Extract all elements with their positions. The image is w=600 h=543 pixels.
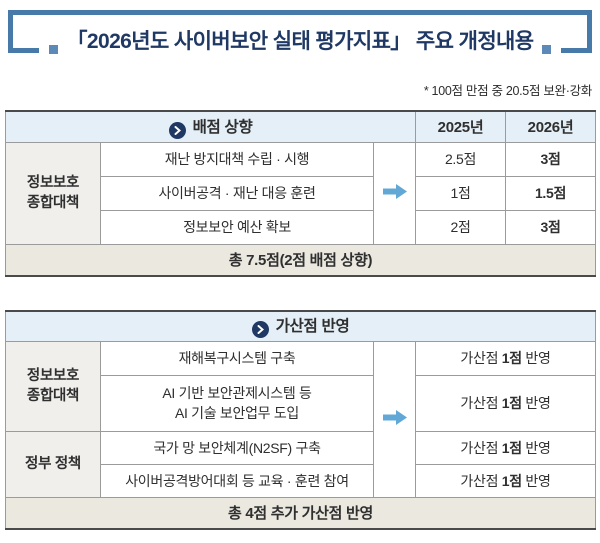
table-footer-summary: 총 7.5점(2점 배점 상향) xyxy=(4,243,597,277)
score-2026-cell: 1.5점 xyxy=(505,175,597,211)
allocation-summary-row: 총 7.5점(2점 배점 상향) xyxy=(4,243,597,277)
bonus-post: 반영 xyxy=(525,350,551,366)
page-title: 「2026년도 사이버보안 실태 평가지표」 주요 개정내용 xyxy=(66,30,535,53)
section-title: 배점 상향 xyxy=(192,118,253,136)
bonus-points: 1점 xyxy=(501,395,522,411)
table-row: 정부 정책 국가 망 보안체계(N2SF) 구축 가산점 1점 반영 xyxy=(5,430,596,498)
table-row: 사이버공격방어대회 등 교육 · 훈련 참여 가산점 1점 반영 xyxy=(6,463,596,498)
title-accent-square-left-icon xyxy=(48,45,58,54)
bonus-pre: 가산점 xyxy=(460,472,499,489)
title-accent-square-right-icon xyxy=(542,45,552,54)
bonus-pre: 가산점 xyxy=(460,350,499,366)
table-row: 정보보호 종합대책 재해복구시스템 구축 가산점 1점 반영 xyxy=(5,340,596,498)
item-cell: 정보보안 예산 확보 xyxy=(100,209,374,245)
bonus-summary-row: 총 4점 추가 가산점 반영 xyxy=(5,496,596,530)
allocation-table: 배점 상향 2025년 2026년 정보보호 종합대책 재난 방지대책 수립 ·… xyxy=(4,110,597,277)
bonus-pre: 가산점 xyxy=(460,395,499,411)
right-arrow-icon xyxy=(373,340,416,498)
year-column-2026: 2026년 xyxy=(505,110,597,143)
chevron-circle-icon xyxy=(251,321,269,339)
category-cell: 정보보호 종합대책 xyxy=(5,340,101,432)
bonus-table: 가산점 반영 정보보호 종합대책 재해복구시스템 구축 가산점 1점 반영 AI… xyxy=(5,310,596,530)
table-row: AI 기반 보안관제시스템 등 AI 기술 보안업무 도입 가산점 1점 반영 xyxy=(6,374,596,432)
bonus-post: 반영 xyxy=(525,439,551,456)
table-footer-summary: 총 4점 추가 가산점 반영 xyxy=(5,496,596,530)
bonus-cell: 가산점 1점 반영 xyxy=(415,463,596,498)
category-cell: 정보보호 종합대책 xyxy=(5,141,101,245)
score-2025-cell: 2점 xyxy=(415,209,507,245)
item-cell: 재해복구시스템 구축 xyxy=(100,340,374,376)
bonus-points: 1점 xyxy=(501,350,522,366)
chevron-circle-icon xyxy=(168,121,186,139)
title-line: 「2026년도 사이버보안 실태 평가지표」 주요 개정내용 xyxy=(0,27,600,57)
year-column-2025: 2025년 xyxy=(415,110,507,143)
bonus-pre: 가산점 xyxy=(460,439,499,456)
item-cell: 사이버공격방어대회 등 교육 · 훈련 참여 xyxy=(100,463,374,498)
bonus-cell: 가산점 1점 반영 xyxy=(415,340,596,376)
bonus-points: 1점 xyxy=(501,472,522,489)
item-cell: 재난 방지대책 수립 · 시행 xyxy=(100,141,374,177)
score-2025-cell: 1점 xyxy=(415,175,507,211)
score-2026-cell: 3점 xyxy=(505,141,597,177)
bonus-header-row: 가산점 반영 xyxy=(5,310,596,342)
category-cell: 정부 정책 xyxy=(5,430,101,498)
footnote: * 100점 만점 중 20.5점 보완·강화 xyxy=(423,84,592,98)
table-row: 정보보호 종합대책 재난 방지대책 수립 · 시행 2.5점 3점 xyxy=(5,141,597,245)
table-row: 정보보안 예산 확보 2점 3점 xyxy=(6,209,597,245)
section-title: 가산점 반영 xyxy=(275,318,350,336)
bonus-cell: 가산점 1점 반영 xyxy=(415,430,596,465)
item-cell: 국가 망 보안체계(N2SF) 구축 xyxy=(100,430,374,465)
section-header-bonus: 가산점 반영 xyxy=(5,310,596,342)
score-2025-cell: 2.5점 xyxy=(415,141,507,177)
bonus-points: 1점 xyxy=(501,439,522,456)
section-header-allocation: 배점 상향 xyxy=(4,110,417,143)
score-2026-cell: 3점 xyxy=(505,209,597,245)
title-wrap: 「2026년도 사이버보안 실태 평가지표」 주요 개정내용 xyxy=(38,27,562,57)
item-cell: AI 기반 보안관제시스템 등 AI 기술 보안업무 도입 xyxy=(100,374,374,432)
right-arrow-icon xyxy=(372,141,417,245)
bonus-cell: 가산점 1점 반영 xyxy=(415,374,596,432)
bonus-post: 반영 xyxy=(525,395,551,411)
item-cell: 사이버공격 · 재난 대응 훈련 xyxy=(100,175,374,211)
allocation-header-row: 배점 상향 2025년 2026년 xyxy=(4,110,597,143)
bonus-post: 반영 xyxy=(525,472,551,489)
